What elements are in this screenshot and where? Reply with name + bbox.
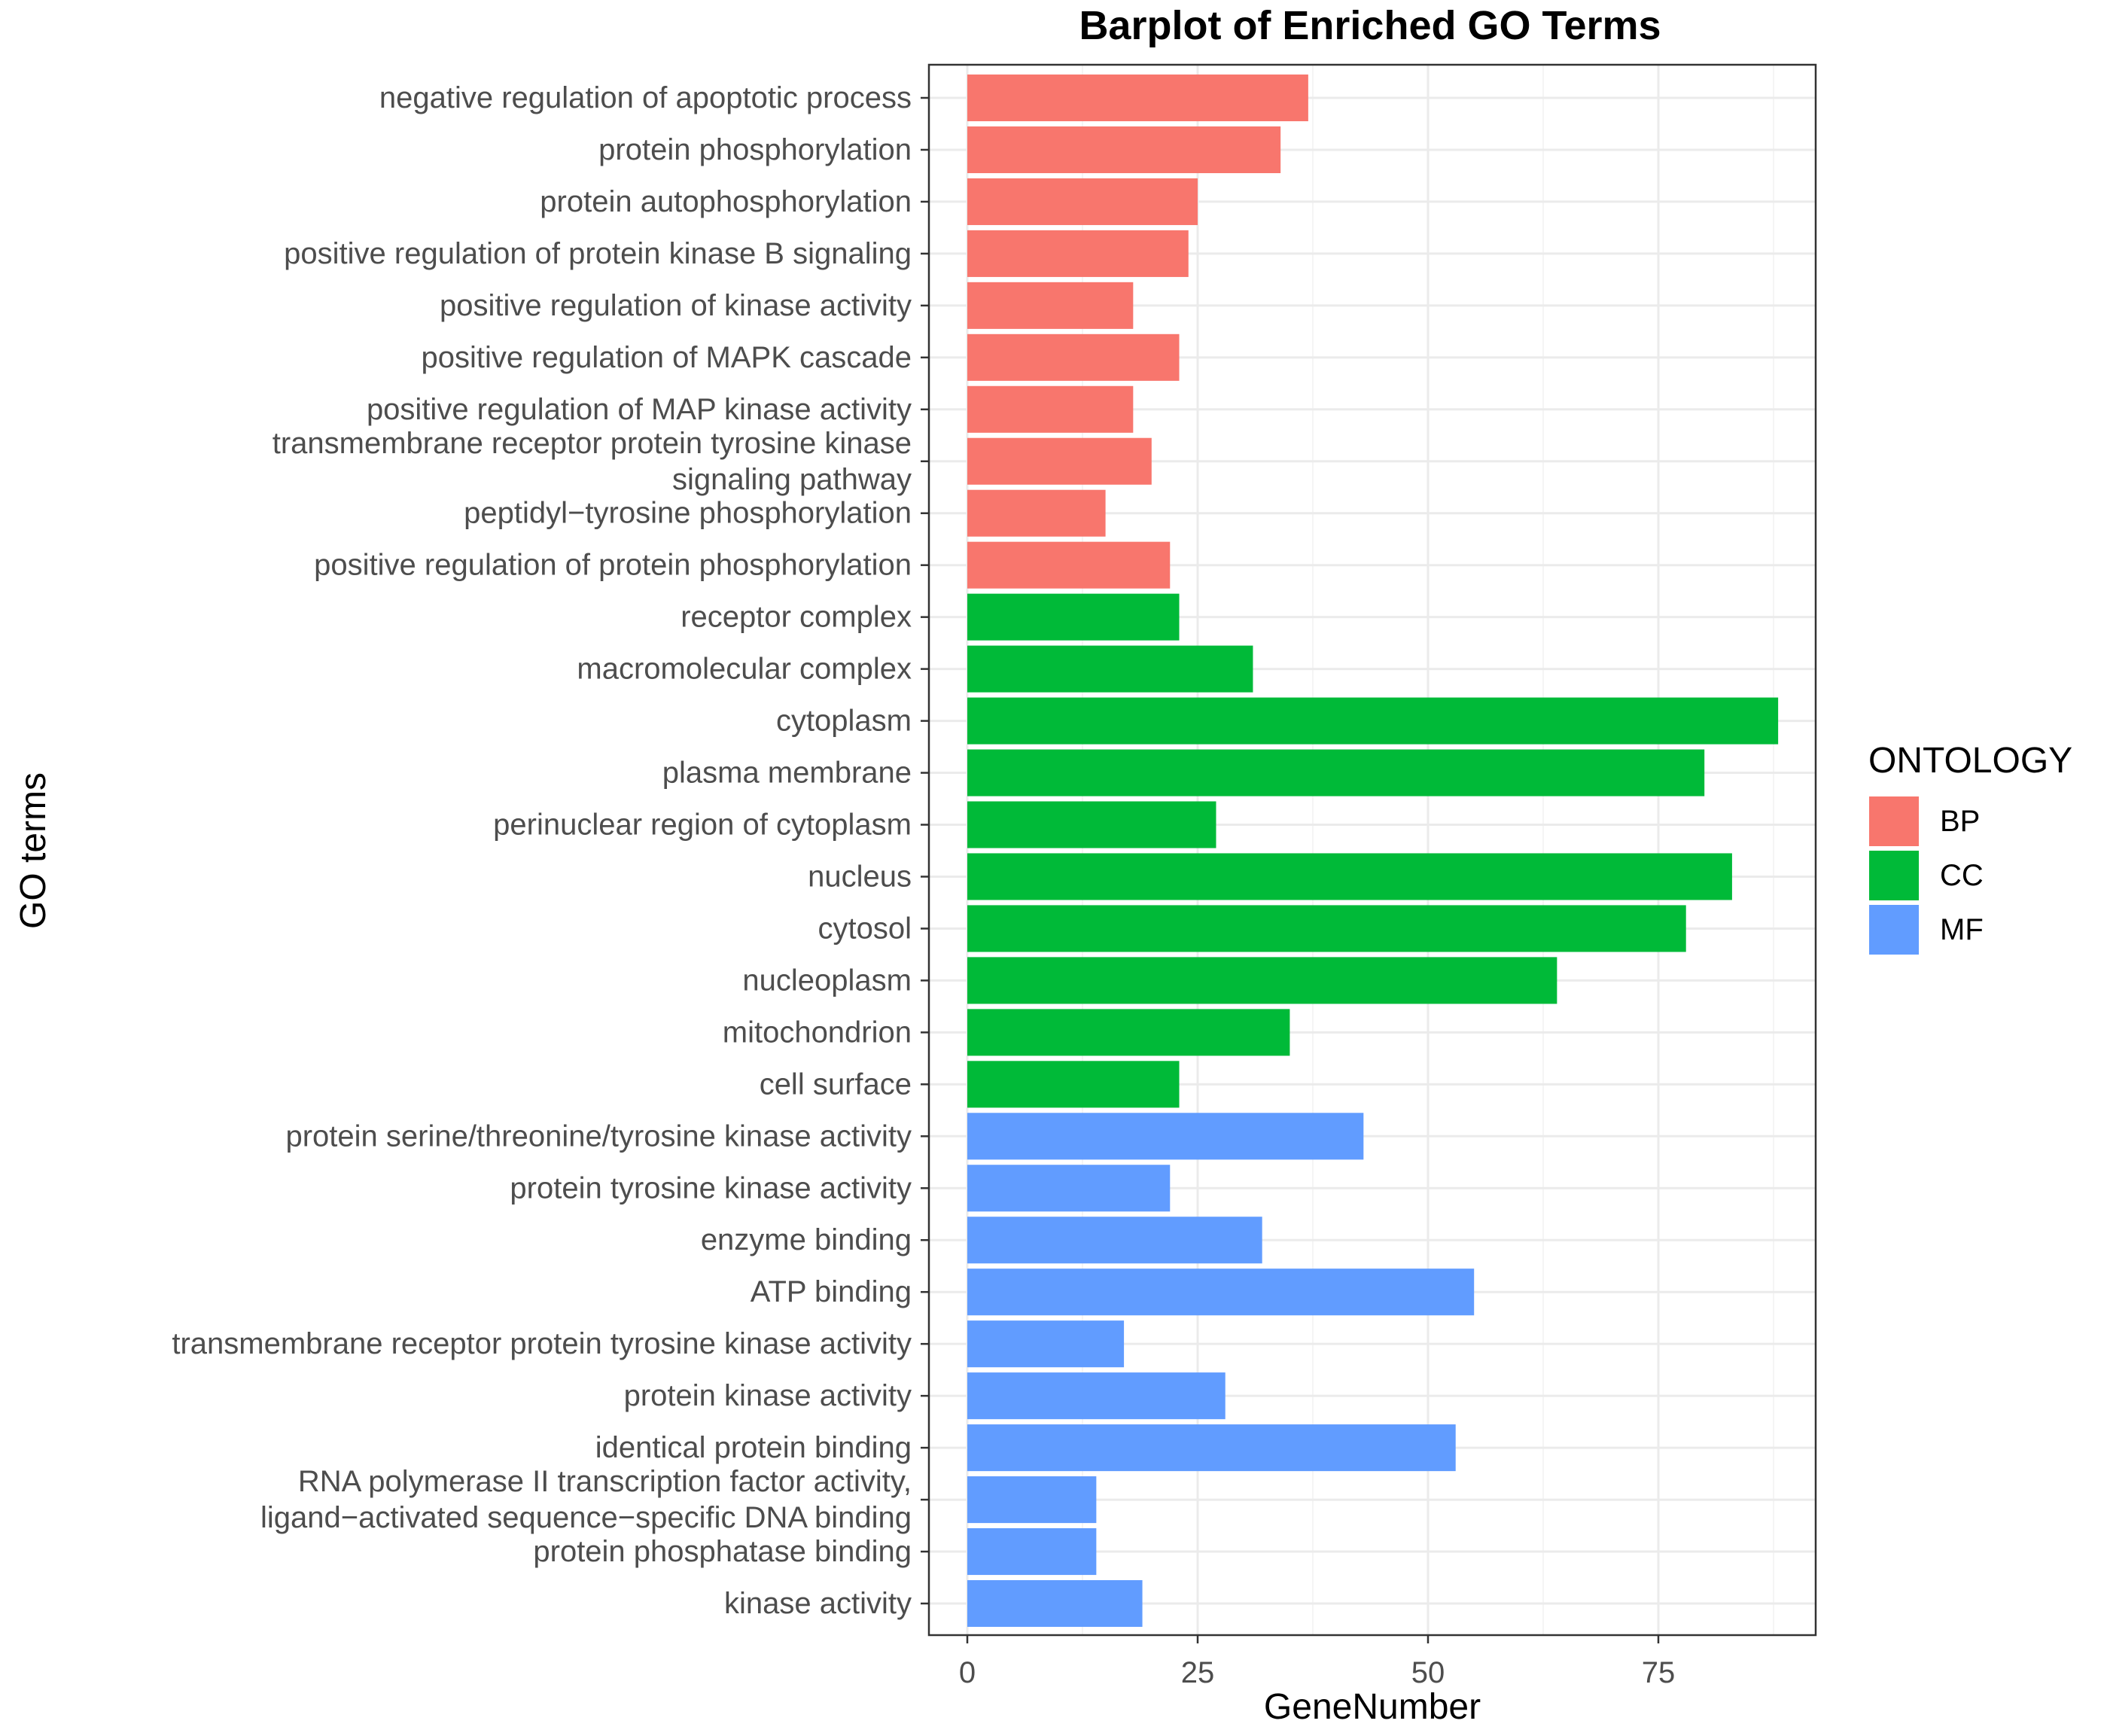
y-tick-label: positive regulation of MAPK cascade bbox=[422, 341, 912, 374]
y-tick-label: negative regulation of apoptotic process bbox=[379, 81, 912, 114]
bar bbox=[967, 853, 1732, 900]
y-tick-label: nucleoplasm bbox=[742, 964, 912, 997]
y-tick-label: signaling pathway bbox=[672, 463, 912, 496]
bar bbox=[967, 333, 1180, 381]
bar bbox=[967, 905, 1686, 952]
bar bbox=[967, 593, 1180, 641]
bar bbox=[967, 1372, 1226, 1420]
y-tick-label: mitochondrion bbox=[723, 1016, 912, 1049]
chart-title: Barplot of Enriched GO Terms bbox=[1079, 3, 1661, 48]
y-tick-label: protein phosphatase binding bbox=[533, 1535, 912, 1568]
bar bbox=[967, 1424, 1456, 1472]
bar bbox=[967, 1113, 1364, 1160]
y-tick-label: protein serine/threonine/tyrosine kinase… bbox=[285, 1119, 912, 1153]
bar bbox=[967, 178, 1198, 225]
y-tick-label: cytoplasm bbox=[776, 705, 912, 738]
bar bbox=[967, 1528, 1097, 1576]
x-tick-label: 0 bbox=[959, 1656, 976, 1689]
bar bbox=[967, 1217, 1262, 1264]
bar bbox=[967, 1268, 1475, 1316]
y-tick-label: RNA polymerase II transcription factor a… bbox=[298, 1465, 912, 1498]
y-tick-label: positive regulation of MAP kinase activi… bbox=[367, 393, 912, 426]
legend-label: BP bbox=[1940, 805, 1980, 838]
legend: ONTOLOGY BP CC MF bbox=[1868, 741, 2072, 955]
bar bbox=[967, 957, 1557, 1004]
bar bbox=[967, 385, 1134, 433]
y-tick-label: transmembrane receptor protein tyrosine … bbox=[172, 1327, 912, 1360]
legend-title: ONTOLOGY bbox=[1868, 741, 2072, 781]
bars bbox=[967, 74, 1779, 1628]
bar bbox=[967, 282, 1134, 329]
y-tick-label: protein phosphorylation bbox=[598, 133, 912, 166]
y-tick-label: identical protein binding bbox=[595, 1431, 912, 1464]
x-axis-ticks: 0 25 50 75 bbox=[959, 1635, 1675, 1689]
y-tick-label: positive regulation of protein kinase B … bbox=[284, 237, 912, 270]
y-tick-label: macromolecular complex bbox=[577, 653, 912, 686]
x-tick-label: 75 bbox=[1642, 1656, 1676, 1689]
plot-panel-border bbox=[927, 63, 1817, 1637]
legend-items: BP CC MF bbox=[1869, 796, 1984, 955]
bar bbox=[967, 697, 1779, 745]
y-axis-title: GO terms bbox=[14, 772, 53, 929]
y-tick-label: protein autophosphorylation bbox=[540, 185, 912, 218]
bar bbox=[967, 749, 1705, 796]
y-axis-tick-labels: negative regulation of apoptotic process… bbox=[172, 81, 912, 1620]
bar bbox=[967, 489, 1106, 537]
bar bbox=[967, 801, 1216, 848]
bar bbox=[967, 1476, 1097, 1524]
x-axis-title: GeneNumber bbox=[1264, 1687, 1481, 1727]
x-tick-label: 25 bbox=[1181, 1656, 1215, 1689]
y-tick-label: perinuclear region of cytoplasm bbox=[493, 809, 912, 842]
y-tick-label: enzyme binding bbox=[701, 1223, 912, 1256]
bar bbox=[967, 1165, 1171, 1212]
y-tick-label: cytosol bbox=[818, 912, 912, 945]
bar bbox=[967, 645, 1253, 693]
bar bbox=[967, 74, 1308, 122]
y-tick-label: kinase activity bbox=[724, 1587, 912, 1620]
y-tick-label: cell surface bbox=[760, 1067, 912, 1101]
y-tick-label: plasma membrane bbox=[662, 757, 912, 790]
x-tick-label: 50 bbox=[1411, 1656, 1445, 1689]
legend-label: MF bbox=[1940, 913, 1984, 946]
bar bbox=[967, 230, 1189, 277]
y-tick-label: positive regulation of kinase activity bbox=[440, 289, 912, 322]
y-tick-label: protein kinase activity bbox=[624, 1379, 912, 1412]
y-tick-label: ATP binding bbox=[751, 1275, 912, 1308]
bar bbox=[967, 1579, 1143, 1628]
legend-swatch bbox=[1869, 851, 1919, 900]
y-tick-label: peptidyl−tyrosine phosphorylation bbox=[464, 497, 912, 530]
y-tick-label: transmembrane receptor protein tyrosine … bbox=[273, 427, 912, 460]
bar bbox=[967, 1061, 1180, 1108]
bar bbox=[967, 1320, 1125, 1368]
bar bbox=[967, 1009, 1290, 1056]
bar bbox=[967, 437, 1152, 485]
y-axis-ticks bbox=[921, 96, 929, 1605]
y-tick-label: nucleus bbox=[808, 860, 912, 893]
legend-swatch bbox=[1869, 796, 1919, 846]
y-tick-label: ligand−activated sequence−specific DNA b… bbox=[260, 1501, 912, 1534]
bar bbox=[967, 541, 1171, 589]
y-tick-label: positive regulation of protein phosphory… bbox=[314, 549, 912, 582]
y-tick-label: protein tyrosine kinase activity bbox=[510, 1171, 912, 1205]
legend-swatch bbox=[1869, 905, 1919, 955]
y-tick-label: receptor complex bbox=[681, 601, 912, 634]
legend-label: CC bbox=[1940, 859, 1984, 892]
bar bbox=[967, 126, 1281, 173]
